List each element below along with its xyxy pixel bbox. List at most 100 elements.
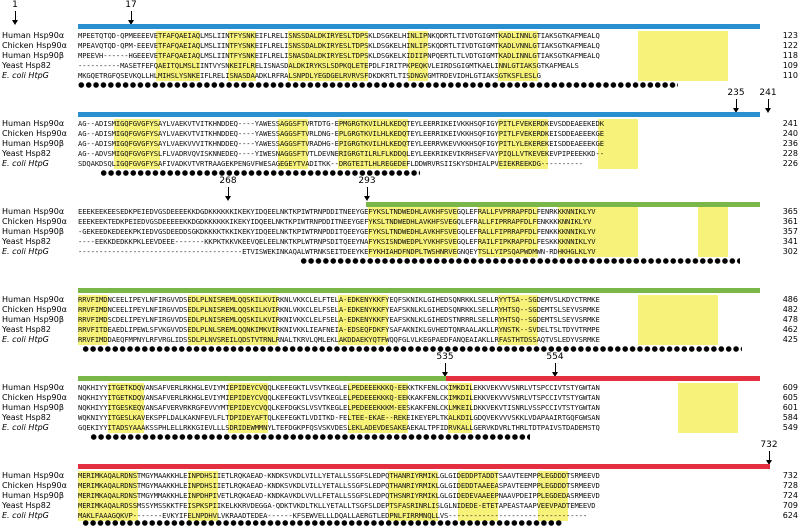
residue-count: 549	[782, 423, 798, 432]
sequence-text: NQKHIYYITGETKDQVANSAFVERLRKHGLEVIYMIEPID…	[78, 383, 600, 392]
species-label: E. coli HtpG	[2, 511, 78, 521]
residue-count: 110	[782, 71, 798, 80]
residue-count: 728	[782, 481, 798, 490]
sequence-row: E. coli HtpG ---------------------------…	[0, 247, 800, 257]
sequence-row: Human Hsp90β NQKHIYYITGESKEQVANSAFVERVRK…	[0, 403, 800, 413]
sequence-row: Yeast Hsp82 WQKNIYYITGESLKAVEKSPFLDALKAK…	[0, 413, 800, 423]
species-label: Chicken Hsp90α	[2, 393, 67, 402]
species-label: Yeast Hsp82	[2, 61, 51, 70]
species-label: Human Hsp90α	[2, 471, 65, 480]
species-label: Chicken Hsp90α	[2, 481, 67, 490]
sequence-text: AG--ADVSMIGQFGVGFYSLFLVADRVQVISKNNEDEQ--…	[78, 149, 604, 158]
sequence-row: E. coli HtpG GQEKIYYITADSYAAAKSSPHLELLRK…	[0, 423, 800, 433]
sequence-text: GQEKIYYITADSYAAAKSSPHLELLRKKGIEVLLLSDRID…	[78, 423, 600, 432]
species-label-italic: E. coli HtpG	[2, 247, 49, 256]
residue-count: 478	[782, 315, 798, 324]
sequence-text: -GEKEEDKEDEEKPKIEDVGSDEEDDSGKDKKKKTKKIKE…	[78, 227, 596, 236]
sequence-track: AG--ADISMIGQFGVGFYSAYLVAEKVVVITKHNDDEQ--…	[78, 139, 758, 149]
sequence-track: RRVFIMDNCEELIPEYLNFIRGVVDSEDLPLNISREMLQQ…	[78, 305, 758, 315]
species-label: Chicken Hsp90α	[2, 41, 67, 50]
alignment-block-3: 268 293 Human Hsp90α EEEKEEKEESEDKPEIEDV…	[0, 176, 800, 265]
conservation-dots	[100, 169, 420, 177]
species-label: Chicken Hsp90α	[2, 129, 67, 138]
sequence-track: AG--ADVSMIGQFGVGFYSLFLVADRVQVISKNNEDEQ--…	[78, 149, 758, 159]
sequence-track: ----EEKKDEDKKPKLEEVDEEE-------KKPKTKKVKE…	[78, 237, 758, 247]
conservation-dots	[82, 519, 562, 527]
residue-count: 486	[782, 295, 798, 304]
species-label: Human Hsp90β	[2, 315, 64, 324]
sequence-track: -GEKEEDKEDEEKPKIEDVGSDEEDDSGKDKKKKTKKIKE…	[78, 227, 758, 237]
sequence-track: NQKHIYYITGETKDQVANSAFVERLRKHGLEVIYMIEPID…	[78, 393, 758, 403]
position-number: 17	[125, 0, 137, 10]
residue-count: 228	[782, 149, 798, 158]
sequence-text: EEEKEEKTEDKPEIEDVGSDEEEEEKKDGDKKKKKKIKEK…	[78, 217, 592, 226]
conservation-dots	[82, 345, 742, 353]
red-domain-bar	[78, 464, 770, 469]
position-number: 554	[546, 352, 564, 362]
sequence-track: GQEKIYYITADSYAAAKSSPHLELLRKKGIEVLLLSDRID…	[78, 423, 758, 433]
species-label-italic: E. coli HtpG	[2, 423, 49, 432]
species-label: Human Hsp90β	[2, 227, 64, 236]
sequence-text: MERIMKAQALRDNSTMGYMMAKKHLEINPDHPIVETLRQK…	[78, 491, 600, 500]
sequence-track: NQKHIYYITGETKDQVANSAFVERLRKHGLEVIYMIEPID…	[78, 383, 758, 393]
blue-domain-bar	[78, 24, 760, 29]
sequence-text: RRVFIMDSCDELIPEYLNFIRGVVDSEDLPLNISREMLQQ…	[78, 315, 600, 324]
residue-count: 226	[782, 159, 798, 168]
conservation-dots	[78, 81, 678, 89]
sequence-text: MPEETQTQD-QPMEEEEVETFAFQAEIAQLMSLIINTFYS…	[78, 31, 600, 40]
sequence-text: NQKHIYYITGESKEQVANSAFVERVRKRGFEVVYMTEPID…	[78, 403, 600, 412]
sequence-row: Human Hsp90β AG--ADISMIGQFGVGFYSAYLVAEKV…	[0, 139, 800, 149]
residue-count: 601	[782, 403, 798, 412]
species-label: Human Hsp90β	[2, 51, 64, 60]
position-number: 268	[219, 176, 237, 186]
sequence-row: Human Hsp90β RRVFIMDSCDELIPEYLNFIRGVVDSE…	[0, 315, 800, 325]
residue-count: 732	[782, 471, 798, 480]
sequence-row: Chicken Hsp90α MPEAVQTQD-QPM-EEEVETFAFQA…	[0, 41, 800, 51]
sequence-track: AG--ADISMIGQFGVGFYSAYLVAEKVTVITKHNDDEQ--…	[78, 119, 758, 129]
residue-count: 462	[782, 325, 798, 334]
sequence-track: MPEETQTQD-QPMEEEEVETFAFQAEIAQLMSLIINTFYS…	[78, 31, 758, 41]
species-label: E. coli HtpG	[2, 335, 78, 345]
sequence-track: ----------MASETFEFQAEITQLMSLIINTVYSNKEIF…	[78, 61, 758, 71]
sequence-track: MAKLFAAAGQKVP-------EVKYIFELNPDHVLVKRAAD…	[78, 511, 758, 521]
sequence-track: MERIMKAQALRDSSMSSYMSSKKTFEISPKSPIIKELKKR…	[78, 501, 758, 511]
residue-count: 584	[782, 413, 798, 422]
residue-count: 357	[782, 227, 798, 236]
green-domain-bar	[366, 202, 760, 207]
residue-count: 109	[782, 61, 798, 70]
sequence-text: MPEAVQTQD-QPM-EEEVETFAFQAEIAQLMSLIINTFYS…	[78, 41, 600, 50]
residue-count: 341	[782, 237, 798, 246]
sequence-text: MPEEVH------HGEEEVETFAFQAEIAQLMSLIINTFYS…	[78, 51, 600, 60]
residue-count: 361	[782, 217, 798, 226]
sequence-text: MERIMKAQALRDSSMSSYMSSKKTFEISPKSPIIKELKKR…	[78, 501, 596, 510]
residue-count: 482	[782, 305, 798, 314]
species-label: E. coli HtpG	[2, 71, 78, 81]
species-label-italic: E. coli HtpG	[2, 71, 49, 80]
sequence-text: MERIMKAQALRDNSTMGYMAAKKHLEINPDHSIIETLRQK…	[78, 481, 600, 490]
position-number: 241	[759, 88, 777, 98]
sequence-text: EEEKEEKEESEDKPEIEDVGSDEEEEKKDGDKKKKKKIKE…	[78, 207, 596, 216]
species-label: E. coli HtpG	[2, 423, 78, 433]
sequence-row: Yeast Hsp82 RRVFITDEAEDLIPEWLSFVKGVVDSED…	[0, 325, 800, 335]
species-label: Human Hsp90α	[2, 207, 65, 216]
sequence-track: EEEKEEKEESEDKPEIEDVGSDEEEEKKDGDKKKKKKIKE…	[78, 207, 758, 217]
sequence-text: NQKHIYYITGETKDQVANSAFVERLRKHGLEVIYMIEPID…	[78, 393, 600, 402]
sequence-text: WQKNIYYITGESLKAVEKSPFLDALKAKNFEVLFLTDPID…	[78, 413, 600, 422]
sequence-text: MKGQETRGFQSEVKQLLHLMIHSLYSNKEIFLRELISNAS…	[78, 71, 541, 80]
sequence-row: E. coli HtpG SDQAKDSQLIGQFGVGFYSAFIVADKV…	[0, 159, 800, 169]
sequence-text: RRVFIMDNCEELIPEYLNFIRGVVDSEDLPLNISREMLQQ…	[78, 305, 600, 314]
sequence-row: E. coli HtpG RRVFIMDDAEQFMPNYLRFVRGLIDSS…	[0, 335, 800, 345]
alignment-block-4: Human Hsp90α RRVFIMDNCEELIPEYLNFIRGVVDSE…	[0, 264, 800, 353]
species-label: Human Hsp90β	[2, 491, 64, 500]
green-domain-bar	[78, 288, 760, 293]
species-label: Yeast Hsp82	[2, 501, 51, 510]
sequence-row: Human Hsp90α AG--ADISMIGQFGVGFYSAYLVAEKV…	[0, 119, 800, 129]
residue-count: 236	[782, 139, 798, 148]
alignment-block-5: 535 554 Human Hsp90α NQKHIYYITGETKDQVANS…	[0, 352, 800, 441]
sequence-track: WQKNIYYITGESLKAVEKSPFLDALKAKNFEVLFLTDPID…	[78, 413, 758, 423]
blue-domain-bar	[78, 112, 760, 117]
sequence-track: NQKHIYYITGESKEQVANSAFVERVRKRGFEVVYMTEPID…	[78, 403, 758, 413]
sequence-track: SDQAKDSQLIGQFGVGFYSAFIVADKVTVRTRAAGEKPEN…	[78, 159, 758, 169]
position-number: 1	[12, 0, 18, 10]
